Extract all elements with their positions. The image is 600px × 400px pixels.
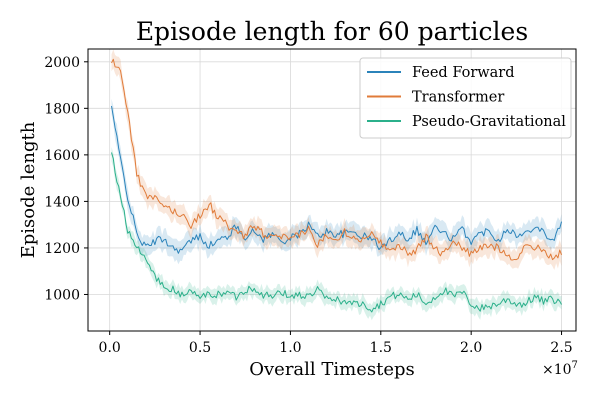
x-axis-label: Overall Timesteps — [249, 359, 415, 380]
y-tick-label: 1200 — [44, 241, 80, 257]
legend-label: Transformer — [412, 90, 504, 106]
x-scale-exponent: 7 — [572, 360, 578, 371]
legend-label: Pseudo-Gravitational — [412, 114, 566, 130]
legend-label: Feed Forward — [412, 65, 515, 81]
confidence-band-1 — [111, 49, 562, 270]
series-lines — [111, 58, 563, 313]
series-line-2 — [111, 152, 562, 313]
x-tick-label: 0.0 — [99, 340, 121, 356]
legend: Feed Forward Transformer Pseudo-Gravitatio… — [359, 57, 572, 139]
x-scale-base: ×10 — [542, 362, 572, 378]
x-scale-factor: ×107 — [542, 360, 578, 378]
confidence-bands — [111, 49, 562, 321]
legend-box — [359, 57, 572, 139]
axis-ticks: 0.0 0.5 1.0 1.5 2.0 2.5 1000 1200 1400 1600 1800 20… — [44, 55, 572, 356]
confidence-band-2 — [111, 146, 562, 321]
series-line-1 — [111, 58, 563, 261]
plot-frame — [87, 48, 577, 332]
series-line-0 — [111, 105, 563, 254]
x-tick-label: 2.5 — [550, 340, 572, 356]
y-tick-label: 1400 — [44, 194, 80, 210]
x-tick-label: 0.5 — [189, 340, 211, 356]
x-tick-label: 2.0 — [460, 340, 482, 356]
y-tick-label: 2000 — [44, 55, 80, 71]
confidence-band-0 — [111, 98, 562, 265]
x-tick-label: 1.0 — [279, 340, 301, 356]
y-tick-label: 1800 — [44, 101, 80, 117]
x-tick-label: 1.5 — [370, 340, 392, 356]
y-tick-label: 1600 — [44, 148, 80, 164]
y-tick-label: 1000 — [44, 287, 80, 303]
y-axis-label: Episode length — [18, 121, 39, 258]
chart-title: Episode length for 60 particles — [136, 17, 528, 46]
